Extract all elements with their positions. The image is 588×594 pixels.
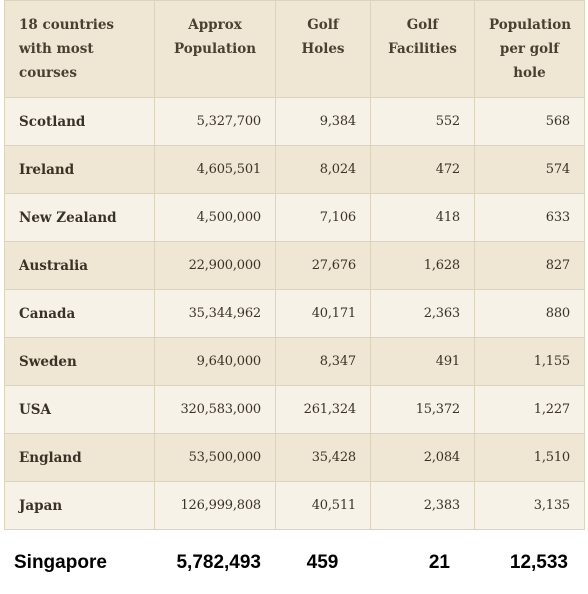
population-cell: 5,327,700 <box>154 97 276 146</box>
holes-cell: 8,347 <box>275 337 371 386</box>
per-hole-cell: 827 <box>474 241 585 290</box>
header-golf-facilities: Golf Facilities <box>370 0 475 98</box>
holes-cell: 8,024 <box>275 145 371 194</box>
population-cell: 4,500,000 <box>154 193 276 242</box>
population-cell: 9,640,000 <box>154 337 276 386</box>
header-population: Approx Population <box>154 0 276 98</box>
holes-cell: 40,171 <box>275 289 371 338</box>
per-hole-cell: 574 <box>474 145 585 194</box>
country-cell: New Zealand <box>4 193 155 242</box>
facilities-cell: 491 <box>370 337 475 386</box>
facilities-cell: 418 <box>370 193 475 242</box>
facilities-cell: 552 <box>370 97 475 146</box>
holes-cell: 27,676 <box>275 241 371 290</box>
holes-cell: 40,511 <box>275 481 371 530</box>
per-hole-cell: 568 <box>474 97 585 146</box>
table-row: Sweden 9,640,000 8,347 491 1,155 <box>4 337 585 386</box>
facilities-cell: 15,372 <box>370 385 475 434</box>
header-golf-holes: Golf Holes <box>275 0 371 98</box>
header-country: 18 countries with most courses <box>4 0 155 98</box>
per-hole-cell: 1,155 <box>474 337 585 386</box>
country-cell: Sweden <box>4 337 155 386</box>
country-cell: Australia <box>4 241 155 290</box>
holes-cell: 261,324 <box>275 385 371 434</box>
table-row: England 53,500,000 35,428 2,084 1,510 <box>4 433 585 482</box>
table-row: USA 320,583,000 261,324 15,372 1,227 <box>4 385 585 434</box>
holes-cell: 35,428 <box>275 433 371 482</box>
population-cell: 126,999,808 <box>154 481 276 530</box>
facilities-cell: 2,084 <box>370 433 475 482</box>
facilities-cell: 472 <box>370 145 475 194</box>
table-row: Ireland 4,605,501 8,024 472 574 <box>4 145 585 194</box>
singapore-country: Singapore <box>14 552 107 573</box>
facilities-cell: 1,628 <box>370 241 475 290</box>
population-cell: 22,900,000 <box>154 241 276 290</box>
singapore-population-per-hole: 12,533 <box>509 552 568 573</box>
per-hole-cell: 1,510 <box>474 433 585 482</box>
table-row: Canada 35,344,962 40,171 2,363 880 <box>4 289 585 338</box>
facilities-cell: 2,383 <box>370 481 475 530</box>
singapore-golf-holes: 459 <box>306 552 339 573</box>
country-cell: USA <box>4 385 155 434</box>
table-body: Scotland 5,327,700 9,384 552 568 Ireland… <box>4 97 585 530</box>
per-hole-cell: 880 <box>474 289 585 338</box>
singapore-row: Singapore 5,782,493 459 21 12,533 <box>4 544 584 582</box>
country-cell: Canada <box>4 289 155 338</box>
singapore-comparison-row: Singapore 5,782,493 459 21 12,533 <box>4 544 584 582</box>
singapore-population: 5,782,493 <box>176 552 261 573</box>
singapore-golf-facilities: 21 <box>428 552 450 573</box>
table-row: New Zealand 4,500,000 7,106 418 633 <box>4 193 585 242</box>
header-row: 18 countries with most courses Approx Po… <box>4 0 585 98</box>
country-cell: England <box>4 433 155 482</box>
country-cell: Scotland <box>4 97 155 146</box>
golf-countries-table: 18 countries with most courses Approx Po… <box>4 0 585 530</box>
population-cell: 53,500,000 <box>154 433 276 482</box>
facilities-cell: 2,363 <box>370 289 475 338</box>
table-row: Japan 126,999,808 40,511 2,383 3,135 <box>4 481 585 530</box>
country-cell: Japan <box>4 481 155 530</box>
per-hole-cell: 633 <box>474 193 585 242</box>
per-hole-cell: 3,135 <box>474 481 585 530</box>
country-cell: Ireland <box>4 145 155 194</box>
population-cell: 320,583,000 <box>154 385 276 434</box>
table-row: Scotland 5,327,700 9,384 552 568 <box>4 97 585 146</box>
table-row: Australia 22,900,000 27,676 1,628 827 <box>4 241 585 290</box>
population-cell: 35,344,962 <box>154 289 276 338</box>
per-hole-cell: 1,227 <box>474 385 585 434</box>
table-header: 18 countries with most courses Approx Po… <box>4 0 585 98</box>
holes-cell: 9,384 <box>275 97 371 146</box>
population-cell: 4,605,501 <box>154 145 276 194</box>
header-population-per-hole: Population per golf hole <box>474 0 585 98</box>
holes-cell: 7,106 <box>275 193 371 242</box>
